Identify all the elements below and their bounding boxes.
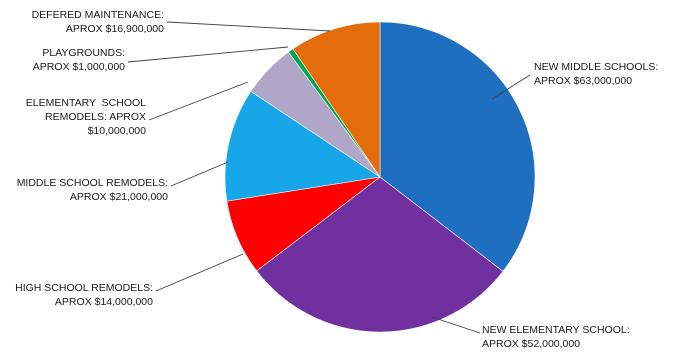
leader-line-high-school-remodels [155,253,244,292]
leader-line-middle-school-remodels [170,161,229,187]
data-label-middle-school-remodels: MIDDLE SCHOOL REMODELS: APROX $21,000,000 [17,177,168,203]
data-label-line: ELEMENTARY SCHOOL [26,97,146,109]
data-label-line: APROX $14,000,000 [55,296,153,308]
data-label-line: APROX $16,900,000 [66,23,164,35]
leader-line-elementary-school [148,81,249,121]
data-label-line: HIGH SCHOOL REMODELS: [15,282,153,294]
data-label-playgrounds: PLAYGROUNDS: APROX $1,000,000 [33,47,125,73]
pie-slice-new-elementary-school [256,176,504,333]
leader-line-playgrounds [127,46,289,63]
data-label-line: MIDDLE SCHOOL REMODELS: [17,177,168,189]
data-label-line: REMODELS: APROX [45,111,146,123]
leader-line-new-middle-schools [491,74,531,100]
data-label-new-middle-schools: NEW MIDDLE SCHOOLS: APROX $63,000,000 [534,61,658,87]
data-label-line: APROX $1,000,000 [33,61,125,73]
data-label-line: NEW MIDDLE SCHOOLS: [534,61,658,73]
data-label-line: PLAYGROUNDS: [42,47,125,59]
data-label-line: APROX $63,000,000 [534,75,632,87]
data-label-high-school-remodels: HIGH SCHOOL REMODELS: APROX $14,000,000 [15,282,153,308]
pie-slice-middle-school-remodels [224,90,381,202]
data-label-line: APROX $21,000,000 [70,191,168,203]
pie-slice-defered-maintenance [292,21,381,178]
data-label-defered-maintenance: DEFERED MAINTENANCE: APROX $16,900,000 [32,9,165,35]
leader-line-defered-maintenance [166,21,331,32]
data-label-line: DEFERED MAINTENANCE: [32,9,164,21]
pie-slice-new-middle-schools [379,21,536,272]
data-label-line: NEW ELEMENTARY SCHOOL: [482,324,630,336]
data-label-new-elementary-school: NEW ELEMENTARY SCHOOL: APROX $52,000,000 [482,324,630,350]
data-label-elementary-school: ELEMENTARY SCHOOL REMODELS: APROX $10,000,… [26,97,146,137]
data-label-line: APROX $52,000,000 [482,338,580,350]
data-label-line: $10,000,000 [88,125,147,137]
leader-line-new-elementary-school [431,316,481,334]
